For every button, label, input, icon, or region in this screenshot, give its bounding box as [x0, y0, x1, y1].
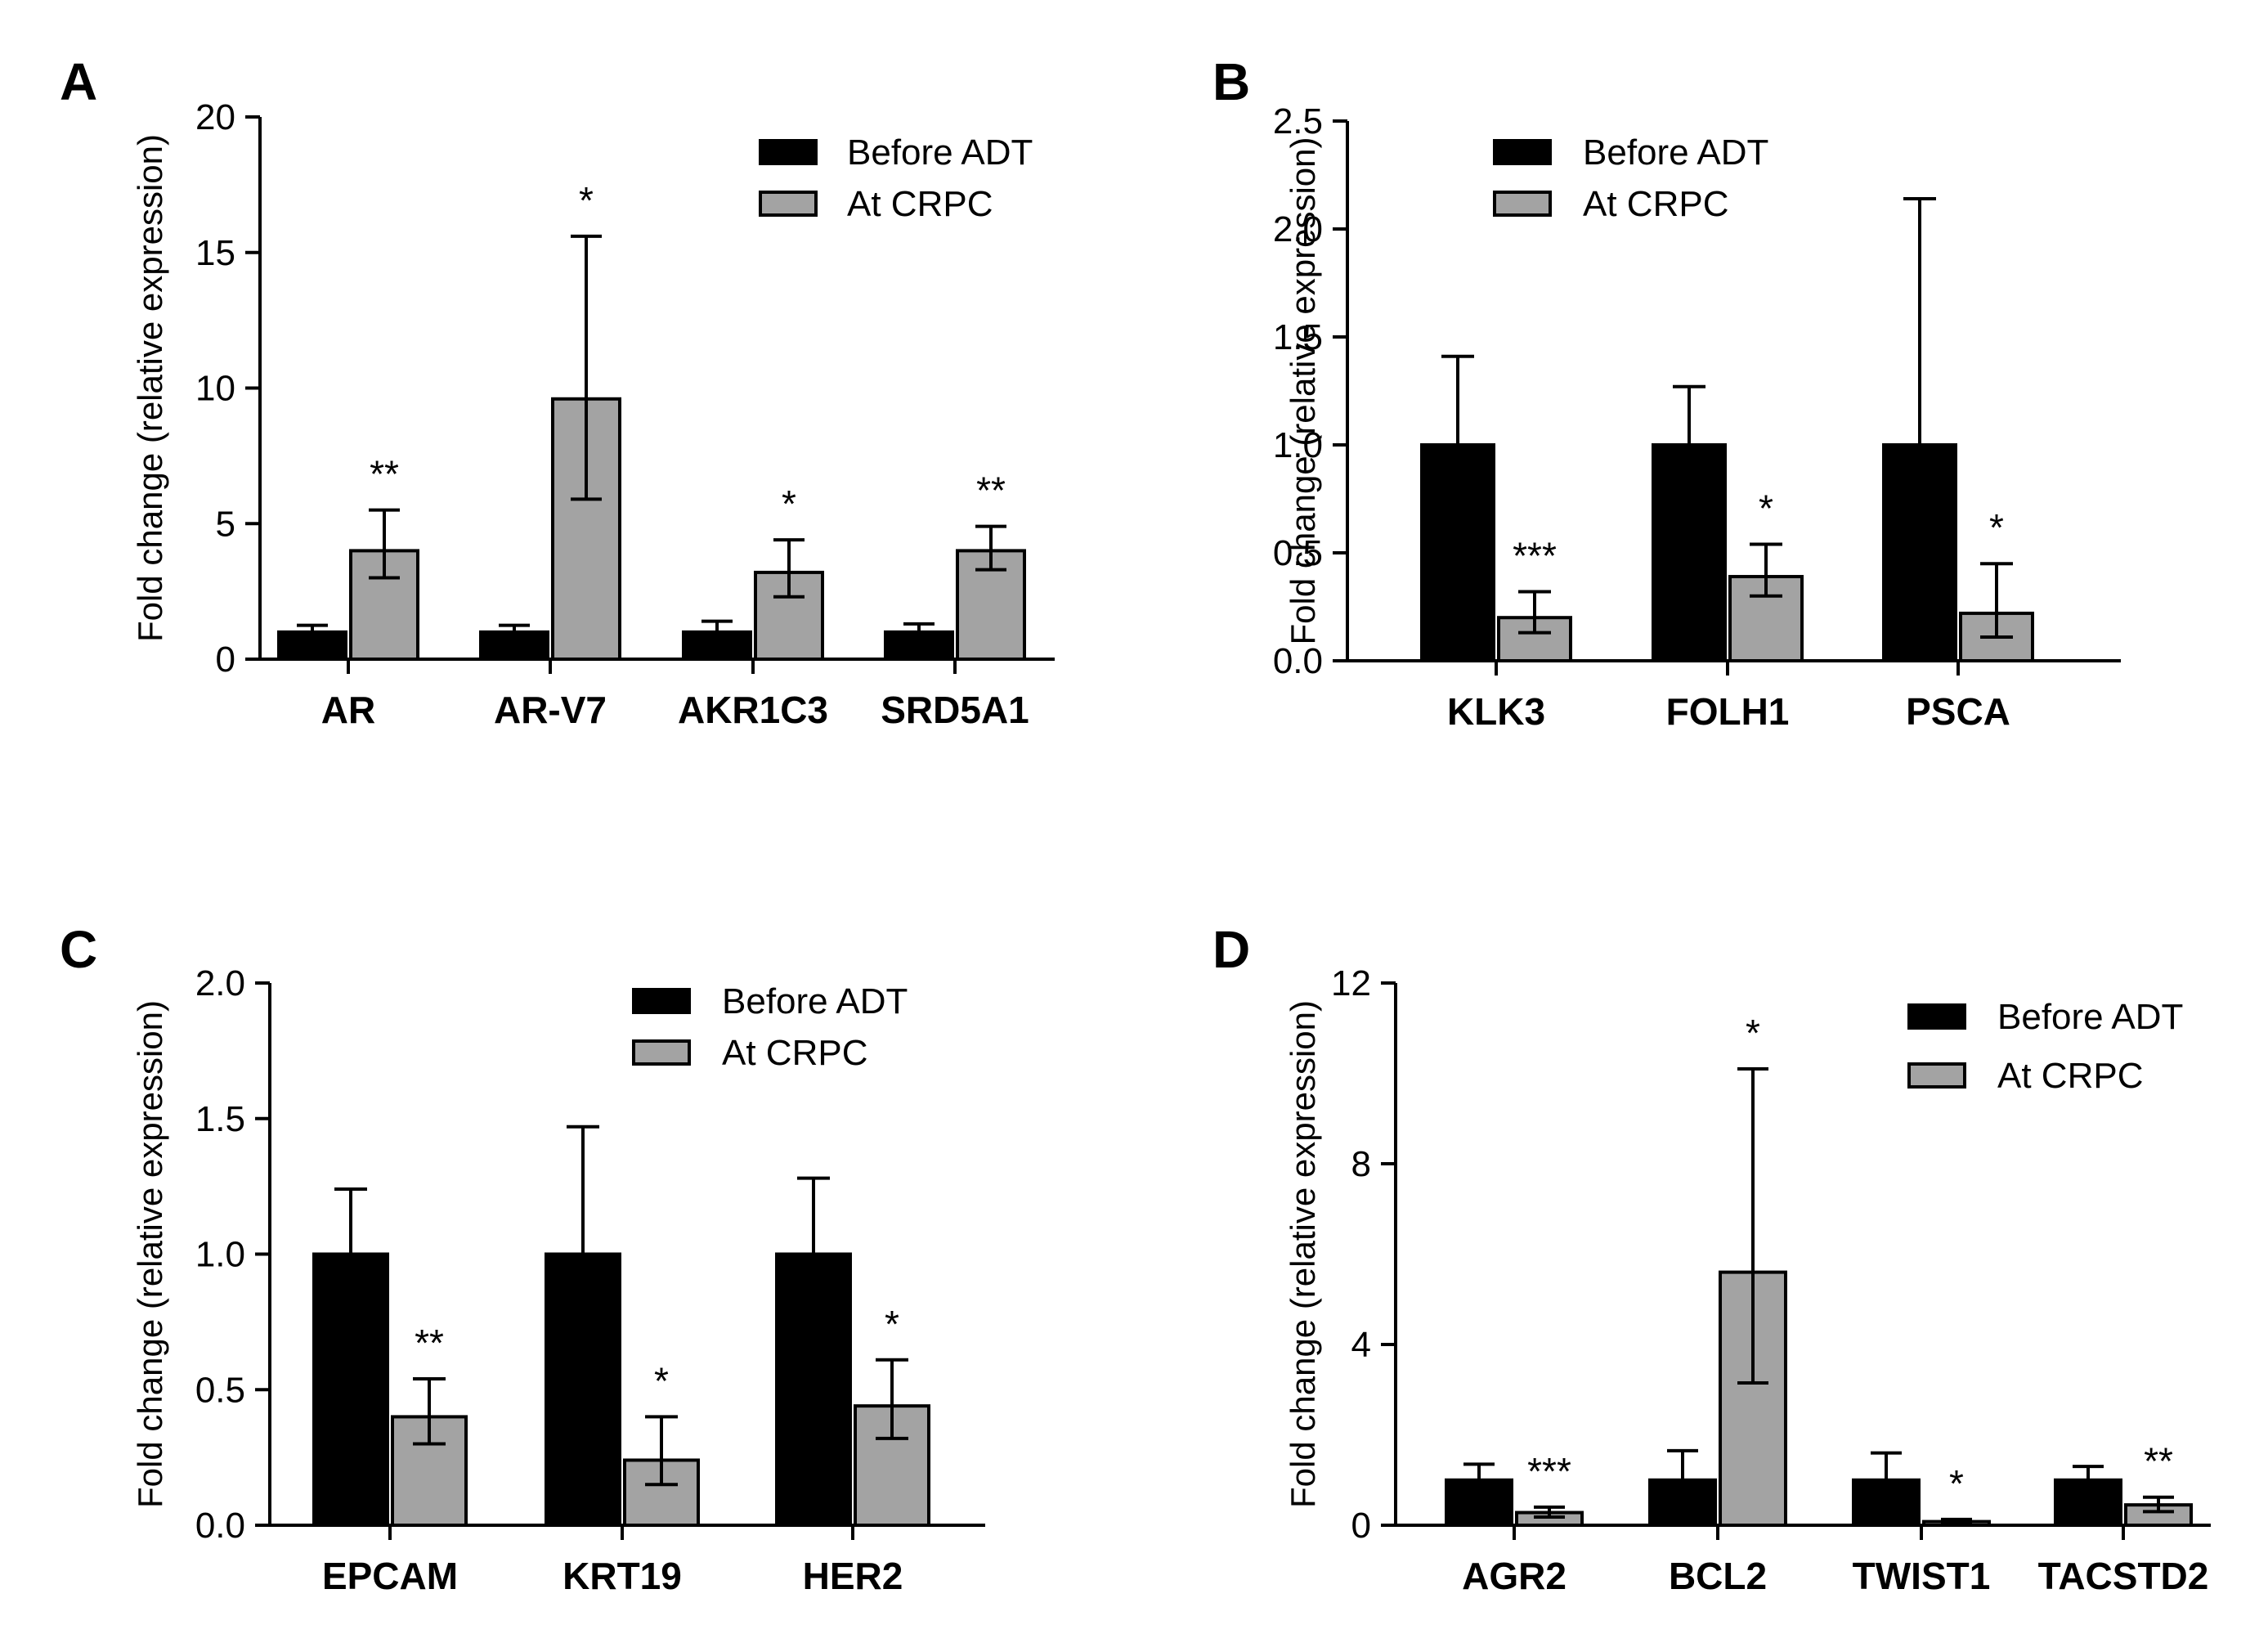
significance-label: * — [885, 1303, 899, 1345]
legend-swatch-before-adt — [759, 139, 818, 165]
bar-before-adt — [277, 630, 347, 661]
legend-swatch-at-crpc — [632, 1039, 691, 1066]
legend-swatch-at-crpc — [1907, 1062, 1966, 1089]
bar-before-adt — [884, 630, 954, 661]
bar-at-crpc — [1719, 1270, 1787, 1527]
y-tick-label: 2.0 — [1273, 209, 1323, 249]
significance-label: * — [1989, 506, 2004, 549]
legend-swatch-before-adt — [1493, 139, 1552, 165]
significance-label: ** — [370, 453, 399, 496]
y-tick-label: 15 — [195, 233, 235, 273]
panel-d: D Fold change (relative expression) 0 4 8 12 *… — [1212, 920, 2211, 1597]
panel-b: B Fold change (relative expression)0.0 0.5… — [1212, 52, 2121, 733]
bar-before-adt — [1852, 1478, 1921, 1527]
y-tick-label: 2.5 — [1273, 101, 1323, 141]
bar-before-adt — [1445, 1478, 1513, 1527]
y-tick-label: 10 — [195, 369, 235, 409]
y-tick-label: 0.0 — [195, 1506, 245, 1546]
panel-label: A — [60, 52, 97, 111]
y-tick-label: 5 — [216, 504, 235, 544]
y-axis-label: Fold change (relative expression) — [1284, 137, 1322, 645]
significance-label: *** — [1527, 1450, 1571, 1493]
legend-swatch-before-adt — [632, 988, 691, 1014]
bar-at-crpc — [754, 570, 824, 661]
x-tick-label: TACSTD2 — [2038, 1555, 2209, 1597]
bar-before-adt — [1648, 1478, 1717, 1527]
legend-label-at-crpc: At CRPC — [1997, 1056, 2143, 1096]
legend: Before ADT At CRPC — [759, 132, 1033, 224]
y-tick-label: 8 — [1351, 1144, 1371, 1184]
x-tick-label: AGR2 — [1462, 1555, 1567, 1597]
x-tick-label: KRT19 — [563, 1555, 682, 1597]
y-tick-label: 2.0 — [195, 963, 245, 1003]
legend-label-before-adt: Before ADT — [847, 132, 1033, 173]
y-tick-label: 0 — [1351, 1506, 1371, 1546]
significance-label: * — [1759, 487, 1773, 529]
legend: Before ADT At CRPC — [1907, 997, 2183, 1096]
bar-before-adt — [479, 630, 549, 661]
x-tick-label: FOLH1 — [1666, 690, 1790, 733]
legend-label-at-crpc: At CRPC — [1583, 184, 1728, 224]
y-tick-label: 1.0 — [195, 1235, 245, 1275]
x-tick-label: BCL2 — [1669, 1555, 1767, 1597]
x-tick-label: EPCAM — [322, 1555, 458, 1597]
y-tick-label: 12 — [1331, 963, 1371, 1003]
bar-before-adt — [1652, 443, 1727, 662]
y-tick-label: 0.0 — [1273, 641, 1323, 681]
legend: Before ADT At CRPC — [1493, 132, 1768, 224]
y-tick-label: 20 — [195, 97, 235, 137]
x-tick-label: AR — [321, 689, 375, 731]
legend-swatch-at-crpc — [1493, 191, 1552, 217]
legend-swatch-at-crpc — [759, 191, 818, 217]
significance-label: * — [579, 179, 594, 222]
bar-before-adt — [775, 1252, 852, 1527]
x-tick-label: AR-V7 — [494, 689, 607, 731]
panel-label: D — [1212, 920, 1250, 979]
legend-label-at-crpc: At CRPC — [722, 1033, 867, 1073]
legend-label-before-adt: Before ADT — [1997, 997, 2183, 1037]
bar-before-adt — [1882, 443, 1957, 662]
legend-label-at-crpc: At CRPC — [847, 184, 993, 224]
y-tick-label: 4 — [1351, 1325, 1371, 1365]
x-tick-label: HER2 — [803, 1555, 903, 1597]
legend-swatch-before-adt — [1907, 1003, 1966, 1030]
y-tick-label: 1.5 — [1273, 317, 1323, 357]
x-tick-label: TWIST1 — [1853, 1555, 1991, 1597]
y-tick-label: 1.5 — [195, 1099, 245, 1139]
panel-c: C Fold change (relative expression) 0.0 0.5… — [60, 920, 985, 1597]
x-tick-label: PSCA — [1906, 690, 2010, 733]
y-tick-label: 0.5 — [1273, 533, 1323, 573]
significance-label: ** — [2144, 1440, 2173, 1483]
panel-label: B — [1212, 52, 1250, 111]
legend: Before ADT At CRPC — [632, 981, 908, 1073]
x-tick-label: AKR1C3 — [678, 689, 828, 731]
x-tick-label: KLK3 — [1447, 690, 1545, 733]
significance-label: * — [782, 483, 796, 525]
significance-label: ** — [976, 469, 1006, 512]
y-tick-label: 0.5 — [195, 1370, 245, 1410]
legend-label-before-adt: Before ADT — [722, 981, 908, 1021]
significance-label: * — [1746, 1012, 1760, 1054]
significance-label: *** — [1513, 535, 1557, 577]
panel-a: A Fold change (relative expression) 0 5 10 15… — [60, 52, 1055, 731]
bar-before-adt — [2054, 1478, 2122, 1527]
panel-label: C — [60, 920, 97, 979]
significance-label: ** — [415, 1322, 444, 1364]
y-axis-label: Fold change (relative expression) — [131, 1000, 169, 1508]
y-axis-label: Fold change (relative expression) — [1284, 1000, 1322, 1508]
y-tick-label: 1.0 — [1273, 425, 1323, 465]
significance-label: * — [1949, 1462, 1964, 1505]
bar-before-adt — [312, 1252, 389, 1527]
bar-before-adt — [545, 1252, 621, 1527]
bar-before-adt — [1420, 443, 1495, 662]
y-tick-label: 0 — [216, 640, 235, 680]
y-axis-label: Fold change (relative expression) — [131, 134, 169, 642]
bar-before-adt — [682, 630, 752, 661]
x-tick-label: SRD5A1 — [881, 689, 1029, 731]
legend-label-before-adt: Before ADT — [1583, 132, 1768, 173]
significance-label: * — [654, 1359, 669, 1402]
